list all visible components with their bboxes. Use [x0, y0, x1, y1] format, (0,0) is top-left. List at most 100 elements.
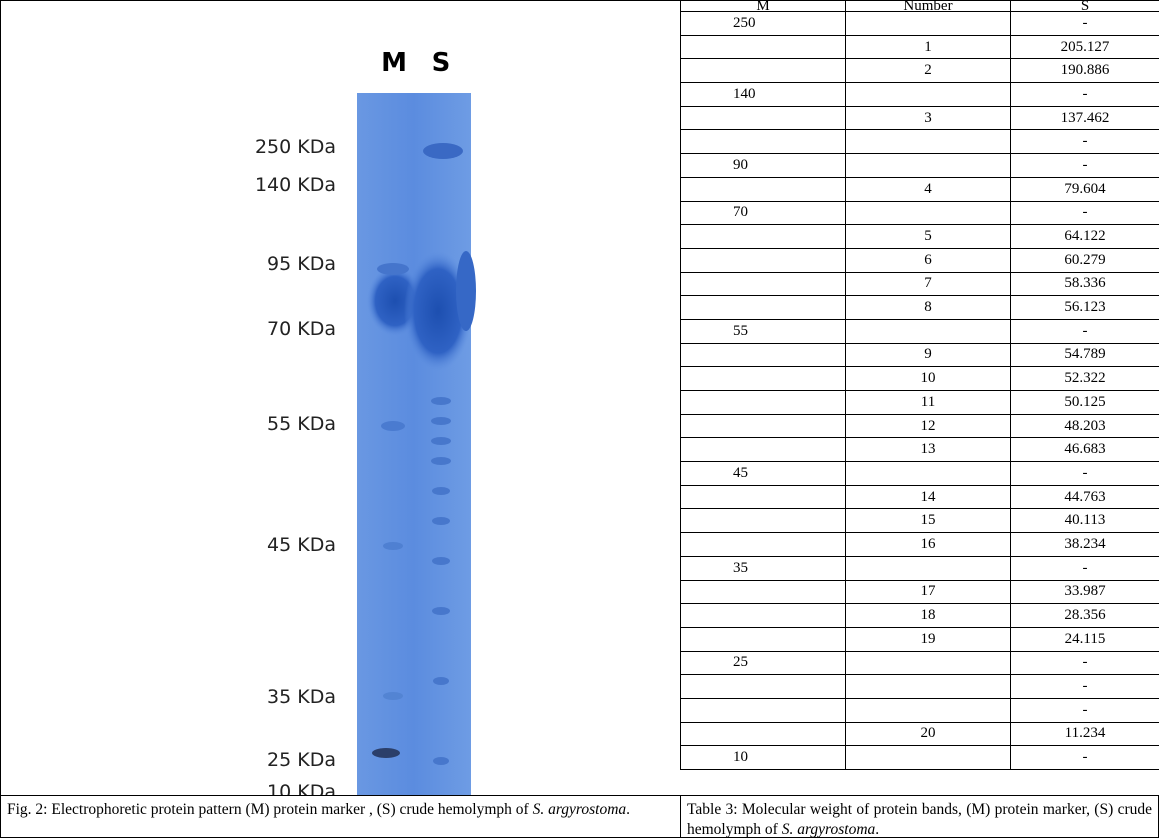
header-cell: M [681, 1, 846, 12]
marker-label: 45 KDa [267, 534, 336, 556]
lane-label: M [381, 48, 407, 78]
table-cell: 12 [846, 414, 1011, 438]
table-cell: 55 [681, 319, 846, 343]
table-cell: 19 [846, 627, 1011, 651]
table-row: 70- [681, 201, 1159, 225]
table-cell [846, 154, 1011, 178]
table-cell [681, 698, 846, 722]
header-row: MNumberS [681, 1, 1159, 12]
table-cell [846, 201, 1011, 225]
table-cell: 190.886 [1011, 59, 1159, 83]
marker-label: 250 KDa [255, 136, 336, 158]
table-cell: 5 [846, 225, 1011, 249]
table-row: 1828.356 [681, 604, 1159, 628]
table-cell [681, 580, 846, 604]
table-cell [846, 130, 1011, 154]
table-cell: 14 [846, 485, 1011, 509]
table-row: 1346.683 [681, 438, 1159, 462]
marker-label: 55 KDa [267, 413, 336, 435]
table-cell [681, 343, 846, 367]
table-row: 2190.886 [681, 59, 1159, 83]
table-row: 1638.234 [681, 533, 1159, 557]
table-cell: 1 [846, 35, 1011, 59]
table-row: 140- [681, 83, 1159, 107]
marker-label: 140 KDa [255, 174, 336, 196]
page: M S 250 KDa140 KDa95 KDa70 KDa55 KDa45 K… [0, 0, 1159, 838]
table-cell: 25 [681, 651, 846, 675]
table-cell: 4 [846, 177, 1011, 201]
table-row: 2011.234 [681, 722, 1159, 746]
table-cell [681, 414, 846, 438]
table-cell: 60.279 [1011, 248, 1159, 272]
table-row: 3137.462 [681, 106, 1159, 130]
table-cell [846, 698, 1011, 722]
table-cell: 8 [846, 296, 1011, 320]
table-cell: 17 [846, 580, 1011, 604]
table-cell [846, 651, 1011, 675]
band [377, 263, 409, 275]
table-cell [846, 556, 1011, 580]
table-cell: 44.763 [1011, 485, 1159, 509]
table-row: 25 - [681, 651, 1159, 675]
table-cell [681, 391, 846, 415]
table-cell: 35 [681, 556, 846, 580]
marker-label: 35 KDa [267, 686, 336, 708]
table-cell [681, 130, 846, 154]
table-cell: - [1011, 12, 1159, 36]
table-cell [846, 12, 1011, 36]
table-cell: 24.115 [1011, 627, 1159, 651]
table-row: 1924.115 [681, 627, 1159, 651]
table-cell: 54.789 [1011, 343, 1159, 367]
table-cell: - [1011, 651, 1159, 675]
table-cell: 7 [846, 272, 1011, 296]
table-cell [846, 83, 1011, 107]
band [456, 251, 476, 331]
table-cell: 11 [846, 391, 1011, 415]
table-cell: 46.683 [1011, 438, 1159, 462]
table-row: 90 - [681, 154, 1159, 178]
table-cell: 28.356 [1011, 604, 1159, 628]
table-cell: 90 [681, 154, 846, 178]
table-cell: 11.234 [1011, 722, 1159, 746]
table-cell [681, 604, 846, 628]
table-cell: - [1011, 319, 1159, 343]
table-cell: 9 [846, 343, 1011, 367]
table-cell [681, 106, 846, 130]
table-cell [846, 746, 1011, 770]
table-cell: 250 [681, 12, 846, 36]
table-cell: - [1011, 154, 1159, 178]
table-cell: 6 [846, 248, 1011, 272]
table-cell: - [1011, 675, 1159, 699]
table-cell: - [1011, 462, 1159, 486]
table-cell: - [1011, 698, 1159, 722]
table-cell: - [1011, 556, 1159, 580]
table-cell [681, 35, 846, 59]
table-cell [681, 59, 846, 83]
table-cell [681, 722, 846, 746]
table-cell: 50.125 [1011, 391, 1159, 415]
caption-text: Fig. 2: Electrophoretic protein pattern … [7, 801, 533, 818]
band [383, 542, 403, 550]
table-cell: - [1011, 746, 1159, 770]
table-cell: 79.604 [1011, 177, 1159, 201]
table-cell: - [1011, 130, 1159, 154]
table-row: 45- [681, 462, 1159, 486]
marker-label: 10 KDa [267, 781, 336, 796]
figure-caption: Fig. 2: Electrophoretic protein pattern … [0, 795, 681, 838]
table-cell [846, 675, 1011, 699]
table-cell: 140 [681, 83, 846, 107]
table-cell: 15 [846, 509, 1011, 533]
